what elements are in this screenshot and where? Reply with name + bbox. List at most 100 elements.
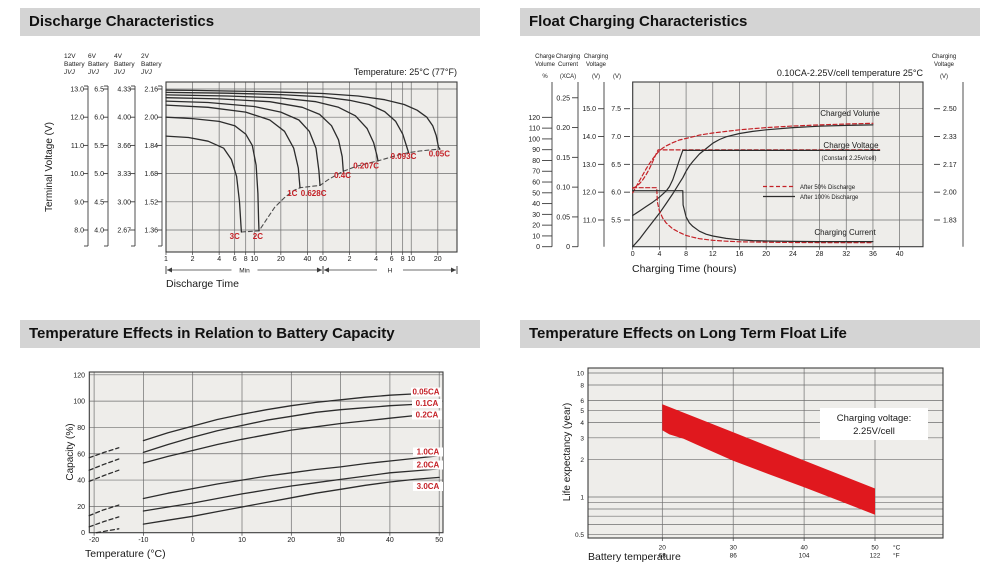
tick-label: 80: [532, 158, 540, 165]
tick-label: 0: [191, 537, 195, 544]
capacity-curve: [142, 468, 440, 512]
charging-curve: [632, 187, 874, 244]
tick-label: 2.50: [943, 106, 957, 113]
tick-label: 40: [532, 201, 540, 208]
axis-column-header: Battery: [88, 61, 109, 68]
axis-column-header: Charge: [535, 54, 555, 60]
tick-label: 1: [164, 256, 168, 263]
tick-label: 4.00: [117, 115, 131, 122]
tick-label: 7.0: [611, 134, 621, 141]
y-axis-title: Life expectancy (year): [562, 403, 573, 501]
tick-label: 40: [386, 537, 394, 544]
tick-label: 1.36: [144, 228, 158, 235]
tick-label: 1.68: [144, 171, 158, 178]
tick-label: 0.10: [556, 185, 570, 192]
tick-label: 2: [191, 256, 195, 263]
charging-curve: [632, 122, 874, 194]
tick-label: 13.0: [70, 87, 84, 94]
temp-capacity-chart-title: Temperature Effects in Relation to Batte…: [20, 320, 480, 348]
tick-label: 16: [736, 251, 744, 258]
tick-label: 0.5: [575, 532, 584, 539]
endpoint-dashed-curve: [240, 148, 441, 233]
discharge-curve: [165, 91, 410, 154]
tick-label: 100: [73, 399, 85, 406]
tick-label: 7.5: [611, 106, 621, 113]
axis-column-header: Battery: [114, 61, 135, 68]
tick-label: 9.0: [74, 199, 84, 206]
tick-label: 2.17: [943, 162, 957, 169]
label-background: [413, 482, 443, 491]
capacity-curve: [142, 391, 440, 442]
axis-column-header: (V): [592, 74, 600, 80]
capacity-curve-dashed: [88, 447, 120, 459]
label-background: [411, 387, 441, 397]
curve-label: 0.207C: [353, 162, 379, 171]
tick-label: 20: [77, 504, 85, 511]
tick-label: 4: [580, 420, 584, 427]
tick-label: 70: [532, 169, 540, 176]
axis-column-header: JVJ: [140, 69, 153, 76]
axis-column-header: 6V: [88, 53, 97, 60]
tick-label: 2.00: [943, 190, 957, 197]
capacity-curve: [142, 476, 440, 525]
curve-label: 0.05C: [429, 149, 451, 158]
legend-label: After 100% Discharge: [800, 195, 859, 201]
charging-voltage-annotation: 2.25V/cell: [853, 426, 895, 437]
tick-label: 6.0: [611, 190, 621, 197]
float-charging-chart-title: Float Charging Characteristics: [520, 8, 980, 36]
axis-column-header: Voltage: [586, 62, 607, 68]
axis-column-header: Charging: [932, 54, 956, 60]
tick-label: 2.00: [144, 115, 158, 122]
plot-border: [587, 367, 944, 539]
tick-label: 4.0: [94, 228, 104, 235]
tick-label: 90: [532, 147, 540, 154]
axis-column-header: Charging: [584, 54, 608, 60]
tick-label: 120: [528, 115, 540, 122]
discharge-curve: [165, 94, 379, 162]
tick-label: 10.0: [70, 171, 84, 178]
y-axis-title: Terminal Voltage (V): [44, 122, 55, 212]
tick-label: 120: [73, 372, 85, 379]
discharge-curve: [165, 104, 301, 189]
tick-label: 4.5: [94, 199, 104, 206]
tick-label: 10: [250, 256, 258, 263]
curve-label: 0.1CA: [416, 399, 439, 408]
tick-label: 110: [529, 126, 540, 133]
label-background: [413, 460, 443, 470]
tick-label: 30: [532, 212, 540, 219]
tick-label: 4: [657, 251, 661, 258]
tick-label: 40: [77, 478, 85, 485]
tick-label: 1: [580, 495, 584, 502]
axis-column-header: Battery: [64, 61, 85, 68]
x-axis-title: Discharge Time: [166, 278, 239, 290]
tick-label: 20: [659, 545, 667, 552]
label-background: [412, 410, 442, 420]
tick-label: 20: [287, 537, 295, 544]
discharge-curve: [165, 135, 243, 233]
legend-label: After 50% Discharge: [800, 185, 856, 191]
capacity-curve: [142, 455, 440, 500]
curve-label: 1.0CA: [417, 448, 440, 457]
tick-label: 11.0: [71, 143, 84, 150]
axis-column-header: Current: [558, 62, 578, 68]
capacity-curve: [142, 412, 440, 464]
axis-column-header: (XCA): [560, 74, 576, 80]
tick-label: 0: [81, 530, 85, 537]
tick-label: 20: [277, 256, 285, 263]
charging-curve: [632, 149, 881, 217]
axis-column-header: (V): [940, 74, 948, 80]
tick-label: 15.0: [582, 106, 596, 113]
curve-label: 0.093C: [391, 152, 417, 161]
tick-label: 20: [434, 256, 442, 263]
tick-label: 86: [730, 553, 738, 560]
tick-label: 5.5: [611, 217, 621, 224]
curve-label: 3C: [230, 232, 240, 241]
tick-label: 32: [842, 251, 850, 258]
axis-column-header: Volume: [535, 62, 556, 68]
curve-label: 0.05CA: [412, 388, 439, 397]
arrowhead: [323, 267, 329, 273]
axis-column-header: JVJ: [87, 69, 100, 76]
tick-label: 50: [871, 545, 879, 552]
